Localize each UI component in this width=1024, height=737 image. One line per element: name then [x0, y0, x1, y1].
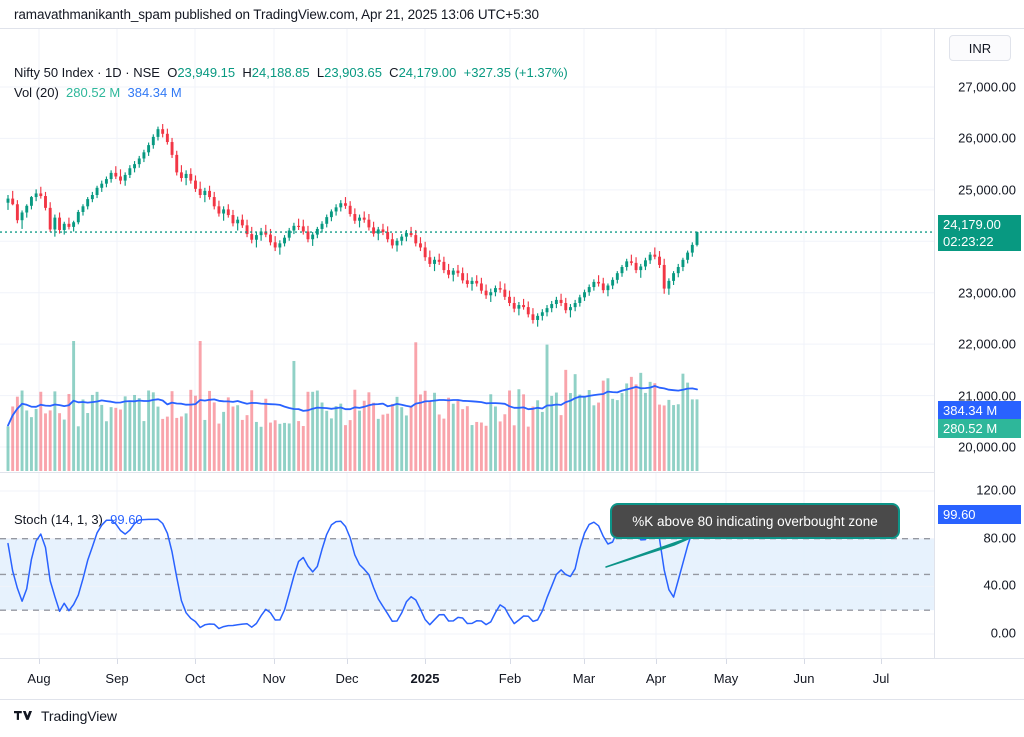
publish-credit: ramavathmanikanth_spam published on Trad… — [14, 7, 539, 22]
last-price-value: 24,179.00 — [943, 217, 1001, 233]
time-axis-gridline — [881, 659, 882, 664]
volume-ma-badge[interactable]: 384.34 M — [938, 401, 1021, 420]
price-axis[interactable]: INR 27,000.0026,000.0025,000.0024,000.00… — [934, 29, 1024, 658]
stochastic-axis-tick: 40.00 — [983, 577, 1016, 593]
chart-frame[interactable]: Nifty 50 Index · 1D · NSE O23,949.15 H24… — [0, 28, 1024, 700]
time-axis-gridline — [726, 659, 727, 664]
volume-badge[interactable]: 280.52 M — [938, 419, 1021, 438]
annotation-callout[interactable]: %K above 80 indicating overbought zone — [610, 503, 900, 539]
last-price-badge[interactable]: 24,179.00 02:23:22 — [938, 215, 1021, 252]
price-axis-tick: 26,000.00 — [958, 130, 1016, 146]
time-axis-gridline — [195, 659, 196, 664]
footer-brand: TradingView — [41, 708, 117, 724]
stochastic-axis-tick: 0.00 — [990, 625, 1016, 641]
price-axis-tick: 27,000.00 — [958, 79, 1016, 95]
price-candlestick-chart — [0, 29, 934, 471]
stochastic-line-chart — [0, 473, 934, 658]
time-axis-gridline — [117, 659, 118, 664]
annotation-text: %K above 80 indicating overbought zone — [632, 513, 878, 529]
currency-label: INR — [968, 40, 992, 56]
time-axis-tick: May — [713, 671, 739, 686]
time-axis-tick: Aug — [27, 671, 51, 686]
time-axis-tick: Jun — [793, 671, 815, 686]
time-axis-tick: Feb — [498, 671, 522, 686]
time-axis-tick: Apr — [645, 671, 667, 686]
time-axis-gridline — [347, 659, 348, 664]
time-axis-gridline — [656, 659, 657, 664]
time-axis-tick: 2025 — [410, 671, 440, 686]
footer: TradingView — [14, 708, 117, 724]
price-axis-tick: 20,000.00 — [958, 439, 1016, 455]
time-axis-tick: Oct — [184, 671, 206, 686]
currency-selector[interactable]: INR — [949, 35, 1011, 61]
price-axis-tick: 25,000.00 — [958, 182, 1016, 198]
time-axis-tick: Sep — [105, 671, 129, 686]
price-axis-tick: 21,000.00 — [958, 388, 1016, 404]
time-axis[interactable]: Aug Sep Oct Nov Dec 2025 Feb Mar Apr May Jun Jul — [0, 658, 1024, 700]
time-axis-gridline — [584, 659, 585, 664]
price-axis-tick: 22,000.00 — [958, 336, 1016, 352]
bar-countdown-value: 02:23:22 — [943, 234, 994, 250]
time-axis-tick: Dec — [335, 671, 359, 686]
stochastic-pane[interactable] — [0, 472, 934, 658]
stochastic-axis-tick: 120.00 — [976, 482, 1016, 498]
time-axis-gridline — [510, 659, 511, 664]
time-axis-tick: Jul — [872, 671, 890, 686]
time-axis-gridline — [804, 659, 805, 664]
time-axis-gridline — [425, 659, 426, 664]
price-pane[interactable] — [0, 29, 934, 471]
time-axis-tick: Nov — [262, 671, 286, 686]
time-axis-tick: Mar — [572, 671, 596, 686]
time-axis-gridline — [274, 659, 275, 664]
stochastic-value-badge[interactable]: 99.60 — [938, 505, 1021, 525]
tradingview-logo-icon — [14, 711, 32, 720]
stochastic-axis-tick: 80.00 — [983, 530, 1016, 546]
time-axis-gridline — [39, 659, 40, 664]
price-axis-tick: 23,000.00 — [958, 285, 1016, 301]
